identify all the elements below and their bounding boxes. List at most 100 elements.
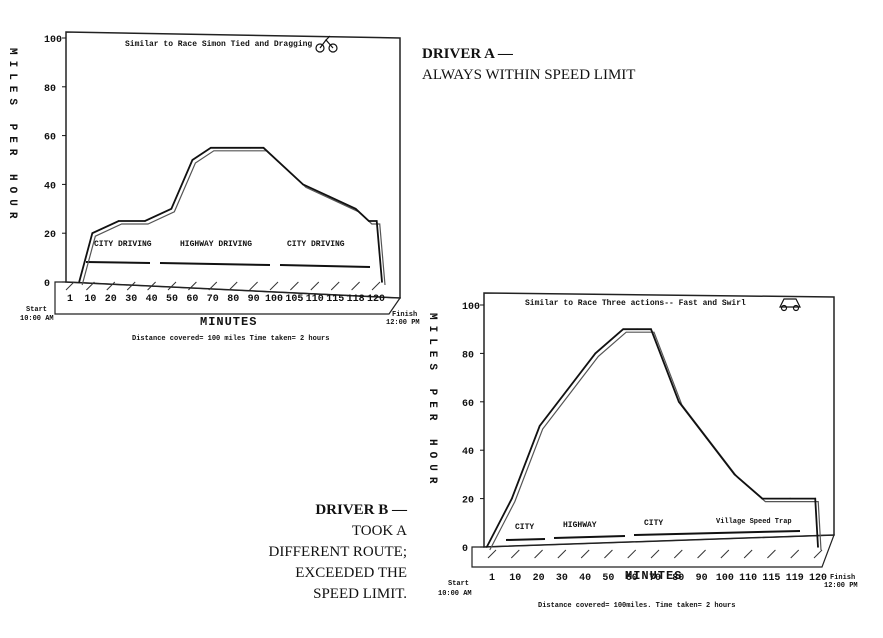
driver-b-heading: DRIVER B — — [315, 502, 407, 518]
chart-b-title: Similar to Race Three actions-- Fast and… — [525, 299, 746, 308]
chart-a-point — [144, 220, 146, 222]
chart-b-point — [789, 497, 791, 500]
chart-a-axes — [54, 31, 402, 315]
chart-a-point — [170, 208, 173, 210]
chart-a-segment-arrows — [85, 261, 371, 268]
chart-b-point — [733, 473, 736, 476]
chart-b-x-tick: 70 — [649, 573, 661, 584]
chart-a-series — [78, 146, 386, 286]
chart-a-floor-hatch — [126, 281, 136, 291]
chart-b-floor-hatch — [720, 549, 730, 559]
chart-b-x-tick: 115 — [762, 573, 780, 584]
driver-b-line-1: TOOK A — [351, 523, 407, 539]
chart-a-point — [354, 208, 357, 210]
chart-a-floor-hatch — [290, 281, 299, 291]
chart-a-y-tick: 60 — [44, 133, 56, 144]
driver-a-heading: DRIVER A — — [422, 46, 513, 62]
chart-b-floor-hatch — [673, 549, 683, 559]
chart-b-y-tick: 0 — [462, 544, 468, 555]
chart-b-start-1: Start — [448, 580, 469, 588]
chart-a-xlabel: MINUTES — [200, 315, 257, 329]
chart-a-x-tick: 1 — [67, 294, 73, 305]
chart-a-y-ticks: 0 20 40 60 80 100 — [44, 35, 66, 290]
chart-b-series — [485, 328, 822, 551]
chart-a-point — [117, 220, 120, 222]
chart-b-floor-hatch — [743, 549, 753, 559]
driver-b-caption: DRIVER B — TOOK A DIFFERENT ROUTE; EXCEE… — [269, 500, 407, 605]
chart-b-ylabel: MILES PER HOUR — [426, 313, 438, 489]
chart-b-segment-1: CITY — [515, 523, 534, 532]
chart-a-footnote: Distance covered= 100 miles Time taken= … — [132, 335, 329, 343]
chart-a-x-ticks: 1 10 20 30 40 50 60 70 80 90 100 105 110 115 118 120 — [65, 281, 385, 305]
chart-b-point — [650, 328, 652, 330]
chart-a-x-tick: 80 — [227, 294, 239, 305]
chart-a-title: Similar to Race Simon Tied and Dragging — [125, 40, 312, 49]
chart-a-x-tick: 60 — [186, 294, 198, 305]
chart-b-floor-hatch — [557, 549, 567, 559]
chart-b-x-tick: 100 — [716, 573, 734, 584]
chart-b-point — [594, 352, 597, 355]
chart-a-x-tick: 50 — [166, 294, 178, 305]
chart-a-point — [381, 281, 383, 283]
chart-a-point — [375, 220, 378, 222]
chart-b-floor-hatch — [767, 549, 776, 559]
chart-a-floor-hatch — [269, 281, 279, 291]
chart-a-y-tick: 0 — [44, 279, 50, 290]
chart-b-point — [636, 328, 638, 330]
chart-a-floor-hatch — [65, 281, 75, 291]
chart-b-point — [511, 497, 513, 500]
chart-a-floor-hatch — [188, 281, 197, 291]
chart-a-x-tick: 120 — [367, 294, 385, 305]
chart-b-floor-hatch — [487, 549, 497, 559]
chart-b-segment-4: Village Speed Trap — [716, 518, 792, 526]
chart-a-x-tick: 20 — [105, 294, 117, 305]
chart-b-y-tick: 20 — [462, 496, 474, 507]
chart-a-floor-hatch — [147, 281, 156, 291]
chart-b-start-2: 10:00 AM — [438, 590, 472, 598]
chart-b-floor-hatch — [604, 549, 613, 559]
chart-a-finish-1: Finish — [392, 311, 417, 319]
chart-a-x-tick: 118 — [347, 294, 365, 305]
chart-a-ylabel: MILES PER HOUR — [6, 48, 18, 224]
chart-a-point — [210, 147, 212, 149]
driver-a-description: ALWAYS WITHIN SPEED LIMIT — [422, 67, 636, 83]
chart-b-x-tick: 1 — [489, 573, 495, 584]
chart-b-point — [817, 546, 819, 548]
chart-a-y-tick: 20 — [44, 230, 56, 241]
car-icon — [779, 298, 801, 312]
chart-a-x-tick: 30 — [125, 294, 137, 305]
chart-a-floor-hatch — [249, 281, 258, 291]
chart-a-point — [368, 220, 370, 222]
chart-b-point — [566, 388, 569, 391]
chart-a-point — [191, 159, 194, 161]
chart-b-finish-2: 12:00 PM — [824, 582, 858, 590]
chart-b-footnote: Distance covered= 100miles. Time taken= … — [538, 602, 735, 610]
chart-a-x-tick: 110 — [306, 294, 324, 305]
chart-b-y-ticks: 0 20 40 60 80 100 — [462, 302, 484, 555]
chart-a-x-tick: 10 — [84, 294, 96, 305]
chart-b-x-tick: 120 — [809, 573, 827, 584]
chart-a-floor-hatch — [106, 281, 116, 291]
chart-b-floor-hatch — [697, 549, 706, 559]
chart-b-floor-hatch — [534, 549, 543, 559]
bicycle-icon — [315, 35, 338, 53]
chart-a-floor-hatch — [310, 281, 320, 291]
driver-a-caption: DRIVER A — ALWAYS WITHIN SPEED LIMIT — [422, 44, 635, 86]
chart-b-segment-3: CITY — [644, 519, 663, 528]
chart-a-x-tick: 105 — [285, 294, 303, 305]
chart-a-segment-3: CITY DRIVING — [287, 240, 345, 249]
chart-b-x-tick: 60 — [626, 573, 638, 584]
chart-a-finish-2: 12:00 PM — [386, 319, 420, 327]
chart-b-finish-1: Finish — [830, 574, 855, 582]
chart-b-x-tick: 50 — [602, 573, 614, 584]
chart-b-point — [814, 497, 817, 500]
chart-a-point — [78, 281, 80, 283]
chart-a-point — [262, 147, 265, 149]
chart-b-floor-hatch — [627, 549, 637, 559]
chart-b-floor-hatch — [790, 549, 800, 559]
chart-b-point — [485, 546, 488, 548]
chart-b-x-tick: 90 — [696, 573, 708, 584]
chart-b-y-tick: 40 — [462, 447, 474, 458]
chart-a-point — [91, 232, 94, 234]
chart-a-start-1: Start — [26, 306, 47, 314]
